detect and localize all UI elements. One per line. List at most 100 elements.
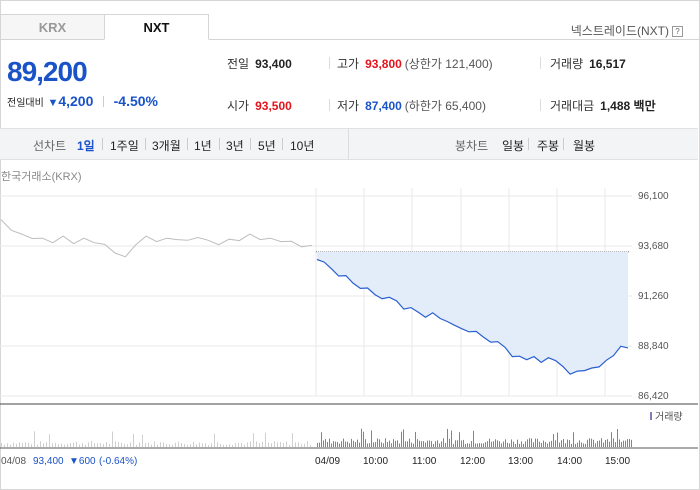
volume-bar (595, 443, 596, 447)
prev-date: 04/08 (1, 456, 26, 467)
volume-bar (55, 442, 56, 447)
volume-bar (561, 440, 562, 447)
volume-bar (367, 443, 368, 447)
stat-label: 거래대금 (550, 99, 595, 113)
volume-bar (259, 443, 260, 447)
volume-bar (593, 439, 594, 447)
volume-bar (118, 442, 119, 447)
volume-bar (383, 443, 384, 447)
tab-nxt[interactable]: NXT (104, 14, 209, 40)
stat-value: 1,488 백만 (600, 99, 656, 113)
volume-bar (455, 440, 456, 447)
volume-bar (621, 441, 622, 447)
volume-bar (389, 440, 390, 447)
stat-value: 87,400 (365, 99, 402, 113)
stat-open: 시가 93,500 (227, 97, 292, 114)
y-tick-label: 96,100 (638, 191, 669, 202)
tab-krx[interactable]: KRX (0, 14, 105, 40)
volume-bar (190, 444, 191, 447)
prev-close: 93,400 (33, 456, 64, 467)
volume-bar (37, 444, 38, 447)
volume-bars (1, 428, 632, 447)
volume-bar (507, 442, 508, 447)
volume-bar (148, 442, 149, 447)
volume-bar (232, 444, 233, 447)
volume-bar (531, 438, 532, 447)
divider (528, 138, 529, 150)
volume-bar (589, 438, 590, 447)
volume-bar (166, 444, 167, 447)
divider (282, 138, 283, 150)
period-3m[interactable]: 3개월 (152, 139, 181, 153)
volume-bar (64, 444, 65, 447)
volume-bar (363, 431, 364, 447)
volume-bar (319, 442, 320, 447)
volume-bar (329, 438, 330, 447)
period-1d[interactable]: 1일 (77, 139, 95, 153)
decline-area (317, 251, 628, 375)
volume-bar (623, 440, 624, 447)
nextrade-label[interactable]: 넥스트레이드(NXT) (570, 24, 669, 38)
period-3y[interactable]: 3년 (226, 139, 244, 153)
nextrade-link[interactable]: 넥스트레이드(NXT)? (571, 22, 683, 39)
volume-bar (277, 442, 278, 447)
tab-divider (209, 39, 700, 40)
volume-bar (181, 443, 182, 447)
price-chart[interactable]: 한국거래소(KRX) 96,100 93,680 91,260 88,840 8… (0, 159, 700, 489)
period-1w[interactable]: 1주일 (110, 139, 139, 153)
volume-bar (541, 442, 542, 447)
volume-bar (343, 438, 344, 447)
volume-bar (449, 438, 450, 447)
candle-weekly[interactable]: 주봉 (537, 139, 560, 153)
volume-bar (337, 442, 338, 447)
volume-bar (563, 438, 564, 447)
volume-bar (52, 443, 53, 447)
volume-bar (379, 439, 380, 447)
candle-monthly[interactable]: 월봉 (573, 139, 596, 153)
period-5y[interactable]: 5년 (258, 139, 276, 153)
volume-bar (58, 444, 59, 447)
volume-bar (439, 443, 440, 447)
stat-prev-close: 전일 93,400 (227, 55, 292, 72)
volume-bar (625, 440, 626, 447)
volume-bar (399, 443, 400, 447)
volume-bar (184, 443, 185, 447)
volume-bar (43, 443, 44, 447)
volume-bar (381, 442, 382, 447)
x-axis-labels: 04/08 93,400 ▼600 (-0.64%) 04/09 10:00 1… (1, 456, 630, 467)
volume-bar (423, 441, 424, 447)
volume-bar (469, 443, 470, 447)
down-arrow-icon: ▼ (47, 97, 59, 109)
volume-bar (310, 444, 311, 447)
volume-bar (527, 439, 528, 447)
volume-bar (253, 433, 254, 447)
volume-bar (49, 434, 50, 447)
volume-bar (497, 440, 498, 447)
period-1y[interactable]: 1년 (194, 139, 212, 153)
stat-value: 16,517 (589, 57, 626, 71)
help-icon[interactable]: ? (672, 26, 683, 37)
volume-bar (629, 438, 630, 447)
divider (540, 99, 541, 111)
volume-bar (335, 441, 336, 447)
prev-day-line (0, 219, 313, 258)
x-tick-label: 10:00 (363, 456, 388, 467)
volume-bar (545, 441, 546, 447)
volume-bar (485, 442, 486, 447)
volume-bar (25, 442, 26, 447)
stat-label: 전일 (227, 57, 250, 71)
volume-bar (483, 443, 484, 447)
candle-daily[interactable]: 일봉 (502, 139, 525, 153)
divider (348, 129, 349, 159)
volume-bar (627, 439, 628, 447)
volume-bar (85, 444, 86, 447)
stat-label: 고가 (337, 57, 360, 71)
volume-bar (321, 432, 322, 447)
volume-bar (529, 438, 530, 447)
volume-bar (103, 443, 104, 447)
volume-bar (611, 432, 612, 447)
today-price-line (316, 258, 629, 375)
period-10y[interactable]: 10년 (290, 139, 315, 153)
volume-bar (385, 438, 386, 447)
volume-bar (373, 442, 374, 447)
